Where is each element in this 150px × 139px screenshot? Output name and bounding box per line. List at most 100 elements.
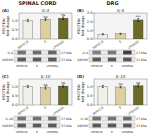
y-axis-label: PROTEINfold change xyxy=(2,16,10,37)
error-bar xyxy=(137,18,139,21)
blot-band xyxy=(48,124,56,128)
blot-kda-label: 17 kDa xyxy=(136,117,147,121)
blot-kda-label: 37 kDa xyxy=(61,124,72,128)
y-tick xyxy=(93,86,94,87)
significance: ns xyxy=(43,15,47,19)
blot-band xyxy=(33,117,41,121)
plot-area xyxy=(23,85,68,105)
blot-band xyxy=(48,58,56,62)
blot-lane-label: VEHICLE xyxy=(91,130,103,134)
cytokine-label: IL-10 xyxy=(41,74,51,79)
bar xyxy=(133,20,143,39)
figure: SPINAL CORD(A)IL-40.00.51.0PROTEINfold c… xyxy=(0,0,150,139)
plot-frame xyxy=(19,79,72,105)
blot-kda-label: 37 kDa xyxy=(136,124,147,128)
x-tick-label: LPS/RSG xyxy=(127,39,140,50)
blot-strip xyxy=(89,50,135,55)
y-tick xyxy=(93,39,94,40)
panel-label: (C) xyxy=(2,74,9,79)
bar xyxy=(133,86,143,105)
error-bar xyxy=(102,34,104,35)
bar xyxy=(98,86,108,105)
blot-band xyxy=(92,51,100,55)
blot-band xyxy=(33,124,41,128)
y-tick xyxy=(18,95,19,96)
cytokine-label: IL-10 xyxy=(116,74,126,79)
blot-band xyxy=(108,58,116,62)
blot-kda-label: 17 kDa xyxy=(136,51,147,55)
blot: IL-417 kDaGAPDH37 kDaVEHICLEELPS/RSG xyxy=(77,50,147,68)
blot-row-label: IL-10 xyxy=(6,117,13,121)
blot-band xyxy=(92,117,100,121)
blot-band xyxy=(108,124,116,128)
column-title: DRG xyxy=(106,0,118,6)
blot-band xyxy=(123,58,131,62)
significance: *** xyxy=(136,15,142,19)
bar xyxy=(58,86,68,105)
blot-strip xyxy=(89,116,135,121)
blot-lane-label: E xyxy=(111,64,113,68)
blot-strip xyxy=(14,123,60,128)
y-tick-label: 2.0 xyxy=(87,20,93,24)
panel: DRG(B)IL-40.01.02.03.0PROTEINfold change… xyxy=(77,0,148,68)
plot-frame xyxy=(94,13,147,39)
y-tick xyxy=(18,20,19,21)
plot-frame xyxy=(19,13,72,39)
y-tick-label: 0.5 xyxy=(87,94,93,98)
plot-area xyxy=(98,84,143,105)
error-bar xyxy=(27,85,29,87)
blot-band xyxy=(108,117,116,121)
y-tick-label: 0.0 xyxy=(87,103,93,107)
blot-lane-label: LPS/RSG xyxy=(121,64,133,68)
y-tick-label: 1.0 xyxy=(87,29,93,33)
error-bar xyxy=(120,86,122,88)
blot: IL-1017 kDaGAPDH37 kDaVEHICLEELPS/RSG xyxy=(2,116,72,134)
blot-strip xyxy=(89,57,135,62)
blot-row-label: IL-4 xyxy=(83,51,89,55)
blot-row-label: IL-4 xyxy=(8,51,14,55)
panel: SPINAL CORD(A)IL-40.00.51.0PROTEINfold c… xyxy=(2,0,73,68)
y-tick-label: 0.0 xyxy=(87,37,93,41)
blot-lane-label: LPS/RSG xyxy=(46,130,58,134)
bar xyxy=(41,88,51,105)
blot-lane-label: E xyxy=(36,64,38,68)
y-tick xyxy=(18,86,19,87)
blot-band xyxy=(48,51,56,55)
blot-lane-label: LPS/RSG xyxy=(46,64,58,68)
y-tick xyxy=(18,105,19,106)
y-tick-label: 1.0 xyxy=(12,19,18,23)
x-tick-label: E xyxy=(118,39,122,43)
blot-row-label: GAPDH xyxy=(2,124,13,128)
x-tick-label: VEHICLE xyxy=(17,39,30,50)
y-tick xyxy=(18,29,19,30)
y-tick xyxy=(93,105,94,106)
blot: IL-417 kDaGAPDH37 kDaVEHICLEELPS/RSG xyxy=(2,50,72,68)
blot-band xyxy=(123,51,131,55)
blot-band xyxy=(17,117,25,121)
y-tick-label: 0.0 xyxy=(12,37,18,41)
blot-strip xyxy=(14,50,60,55)
significance: ns xyxy=(118,82,122,86)
error-bar xyxy=(62,85,64,87)
blot-band xyxy=(92,58,100,62)
y-tick xyxy=(93,30,94,31)
x-tick-label: VEHICLE xyxy=(92,39,105,50)
plot-area xyxy=(23,17,68,39)
bar xyxy=(41,20,51,40)
x-tick-label: VEHICLE xyxy=(17,105,30,116)
significance: ns xyxy=(61,81,65,85)
x-tick-label: LPS/RSG xyxy=(127,105,140,116)
blot-strip xyxy=(89,123,135,128)
blot-row-label: IL-10 xyxy=(81,117,88,121)
blot-row-label: GAPDH xyxy=(77,58,88,62)
panel-label: (D) xyxy=(77,74,84,79)
blot-kda-label: 37 kDa xyxy=(136,58,147,62)
x-tick-label: LPS/RSG xyxy=(52,105,65,116)
bar xyxy=(116,87,126,105)
panel-label: (A) xyxy=(2,8,9,13)
blot-band xyxy=(33,58,41,62)
blot-band xyxy=(108,51,116,55)
y-tick-label: 0.5 xyxy=(12,28,18,32)
blot-band xyxy=(92,124,100,128)
y-tick-label: 1.0 xyxy=(87,85,93,89)
